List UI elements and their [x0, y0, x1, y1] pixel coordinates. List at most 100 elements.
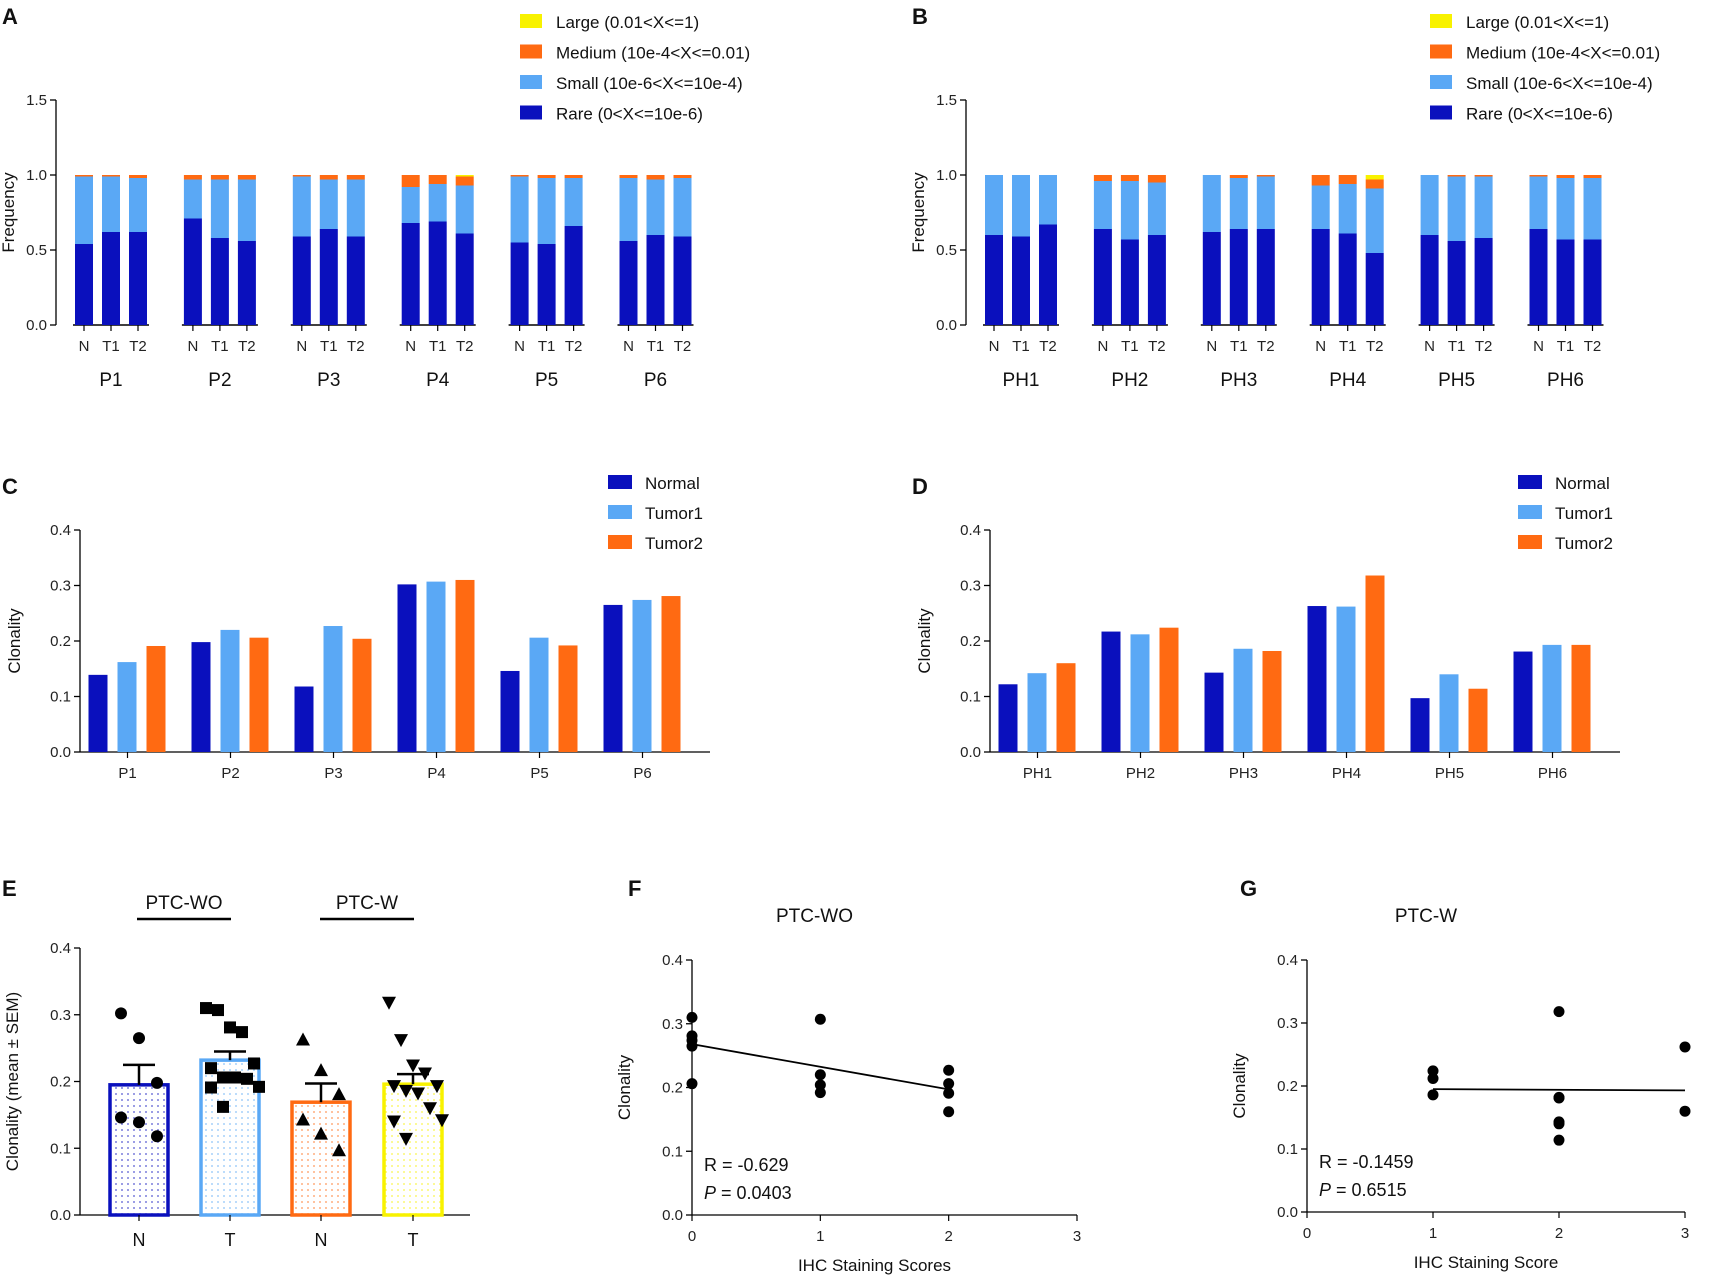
panel-a-bar-small	[183, 179, 202, 219]
panel-a-bar-small	[455, 185, 474, 234]
panel-f-p-value: P = 0.0403	[704, 1183, 792, 1203]
panel-a-x-tick-label: T2	[129, 338, 147, 355]
panel-a-bar-medium	[401, 175, 420, 187]
panel-a-legend-swatch	[520, 44, 542, 59]
panel-g-x-tick-label: 2	[1555, 1225, 1563, 1242]
panel-d-bar-normal	[998, 684, 1018, 752]
panel-c-legend-swatch	[608, 475, 632, 489]
panel-f-p-number: = 0.0403	[716, 1183, 792, 1203]
panel-d-y-axis-label: Clonality	[915, 608, 934, 674]
panel-a-x-tick-label: N	[623, 338, 634, 355]
panel-b-x-tick-label: T2	[1366, 338, 1384, 355]
panel-b-bar-small	[1229, 178, 1248, 229]
panel-b-x-tick-label: N	[1097, 338, 1108, 355]
panel-b-x-tick-label: N	[1424, 338, 1435, 355]
panel-d-legend-label: Tumor1	[1555, 504, 1613, 523]
panel-c-y-tick-label: 0.1	[50, 689, 71, 706]
panel-b-bar-rare	[1012, 236, 1030, 325]
panel-e-point	[200, 1002, 212, 1015]
panel-e-point	[212, 1004, 224, 1017]
panel-b-bar-rare	[1202, 232, 1221, 325]
panel-e-x-tick-label: N	[133, 1230, 146, 1250]
panel-b-group-label: PH5	[1438, 370, 1475, 391]
panel-e-x-tick-label: T	[225, 1230, 236, 1250]
panel-a-bar-rare	[75, 244, 93, 325]
panel-a-bar-medium	[292, 175, 311, 177]
panel-a-x-tick-label: T1	[538, 338, 556, 355]
panel-a-bar-small	[129, 178, 147, 232]
panel-g-y-tick-label: 0.3	[1277, 1015, 1298, 1032]
panel-b-bar-small	[985, 175, 1003, 235]
panel-c-bar-tumor1	[220, 629, 240, 752]
panel-e-point	[217, 1071, 229, 1084]
panel-d-y-tick-label: 0.2	[960, 633, 981, 650]
panel-b-bar-rare	[1229, 229, 1248, 325]
panel-a-x-tick-label: N	[296, 338, 307, 355]
panel-a-bar-medium	[646, 175, 665, 180]
panel-e-point	[399, 1084, 413, 1098]
panel-b-bar-small	[1420, 175, 1439, 235]
panel-a-x-tick-label: T2	[674, 338, 692, 355]
panel-a-legend-label: Small (10e-6<X<=10e-4)	[556, 74, 743, 93]
panel-a-legend-swatch	[520, 14, 542, 28]
panel-f-point	[943, 1078, 955, 1090]
panel-a-bar-small	[673, 178, 692, 237]
panel-c-y-tick-label: 0.2	[50, 633, 71, 650]
panel-e-point	[133, 1032, 145, 1045]
panel-f-point	[686, 1078, 698, 1090]
panel-b-bar-rare	[1474, 238, 1493, 325]
panel-c-x-tick-label: P6	[633, 765, 651, 782]
panel-a-bar-medium	[210, 175, 229, 180]
panel-d-y-tick-label: 0.3	[960, 578, 981, 595]
panel-d-bar-tumor1	[1130, 634, 1150, 752]
panel-e-y-tick-label: 0.0	[50, 1207, 71, 1224]
panel-b-x-tick-label: T2	[1584, 338, 1602, 355]
panel-b-x-tick-label: T2	[1257, 338, 1275, 355]
panel-a-bar-rare	[346, 236, 365, 325]
panel-a-bar-medium	[510, 175, 529, 177]
panel-e-point	[115, 1007, 127, 1020]
panel-b-x-tick-label: T1	[1012, 338, 1030, 355]
panel-c-x-tick-label: P5	[530, 765, 548, 782]
panel-a-bar-rare	[319, 229, 338, 325]
panel-a-bar-medium	[673, 175, 692, 178]
panel-d-bar-tumor2	[1262, 650, 1282, 752]
panel-c-y-axis-label: Clonality	[5, 608, 24, 674]
panel-g-point	[1427, 1065, 1439, 1077]
panel-b-bar-rare	[1311, 229, 1330, 325]
panel-b-bar-rare	[1556, 239, 1575, 325]
panel-b-bar-medium	[1529, 175, 1548, 177]
panel-d-bar-tumor2	[1365, 575, 1385, 752]
panel-g-point	[1553, 1092, 1565, 1104]
panel-b-bar-medium	[1120, 175, 1139, 181]
panel-a-group-label: P1	[99, 370, 122, 391]
panel-d-y-tick-label: 0.1	[960, 689, 981, 706]
panel-a-bar-small	[646, 179, 665, 235]
panel-a-bar-rare	[510, 242, 529, 325]
panel-d-bar-normal	[1101, 631, 1121, 752]
panel-c-x-tick-label: P1	[118, 765, 136, 782]
panel-label-g: G	[1240, 876, 1257, 901]
panel-b-bar-small	[1093, 181, 1112, 229]
panel-e-group-title: PTC-WO	[145, 893, 222, 914]
panel-a-group-label: P4	[426, 370, 450, 391]
panel-b-x-tick-label: N	[1533, 338, 1544, 355]
panel-a-legend-label: Large (0.01<X<=1)	[556, 13, 699, 32]
panel-a-chart: 0.0 0.5 1.0 1.5 Frequency N T1 T2 P1 N T1 T2 P2 N T1 T2…	[0, 13, 750, 391]
panel-c-bar-tumor2	[455, 579, 475, 752]
panel-b-bar-rare	[1447, 241, 1466, 325]
panel-f-x-tick-label: 1	[816, 1228, 824, 1245]
panel-c-x-tick-label: P3	[324, 765, 342, 782]
panel-g-y-tick-label: 0.2	[1277, 1078, 1298, 1095]
panel-b-group-label: PH1	[1003, 370, 1040, 391]
panel-a-bar-rare	[646, 235, 665, 325]
panel-a-bar-small	[401, 187, 420, 223]
panel-g-point	[1427, 1072, 1439, 1084]
panel-b-group-label: PH3	[1220, 370, 1257, 391]
panel-a-bar-medium	[237, 175, 256, 180]
panel-d-bar-tumor1	[1336, 606, 1356, 752]
panel-d-bar-normal	[1307, 606, 1327, 752]
panel-f-p-symbol: P	[704, 1183, 716, 1203]
panel-g-point	[1553, 1134, 1565, 1146]
panel-d-bar-tumor2	[1468, 688, 1488, 752]
